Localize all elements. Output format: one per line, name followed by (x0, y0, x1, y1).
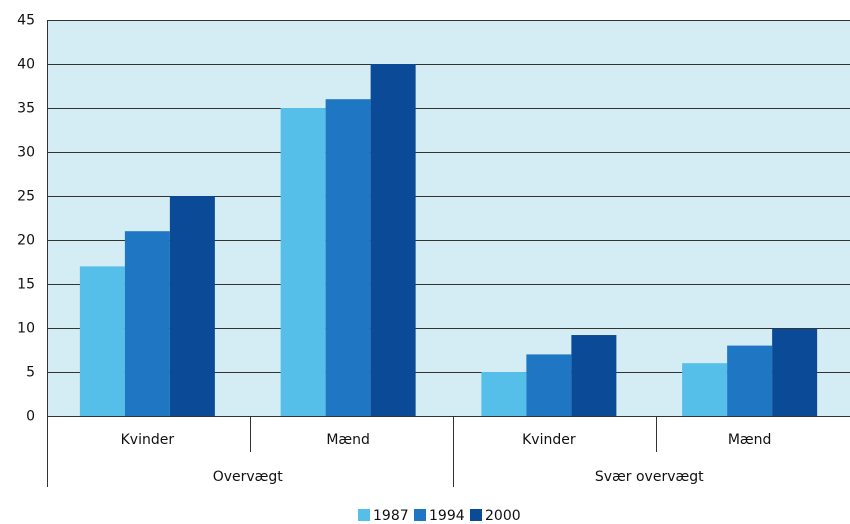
bar (370, 64, 416, 416)
bar (571, 335, 617, 416)
x-tick-label: Mænd (326, 432, 370, 448)
x-tick-label: Mænd (728, 432, 772, 448)
legend-swatch (414, 509, 426, 521)
bar (481, 372, 527, 416)
bar (124, 231, 170, 416)
y-tick-label: 45 (17, 13, 35, 29)
bar (727, 345, 773, 416)
y-tick-label: 30 (17, 145, 35, 161)
y-tick-label: 0 (26, 409, 35, 425)
y-tick-label: 35 (17, 101, 35, 117)
bar (682, 363, 728, 416)
y-tick-label: 25 (17, 189, 35, 205)
group-label: Svær overvægt (595, 469, 704, 485)
legend-label: 1987 (373, 508, 409, 524)
legend-label: 2000 (485, 508, 521, 524)
bar (79, 266, 125, 416)
y-tick-label: 15 (17, 277, 35, 293)
group-label: Overvægt (213, 469, 284, 485)
x-tick-label: Kvinder (121, 432, 175, 448)
x-tick-label: Kvinder (522, 432, 576, 448)
category-axis-separators (47, 416, 657, 487)
legend-swatch (470, 509, 482, 521)
bar (772, 328, 818, 416)
bar (169, 196, 215, 416)
y-tick-label: 5 (26, 365, 35, 381)
bar (526, 354, 572, 416)
bar (325, 99, 371, 416)
y-tick-label: 20 (17, 233, 35, 249)
bar (280, 108, 326, 416)
legend-label: 1994 (429, 508, 465, 524)
y-tick-label: 10 (17, 321, 35, 337)
y-tick-label: 40 (17, 57, 35, 73)
legend-swatch (358, 509, 370, 521)
